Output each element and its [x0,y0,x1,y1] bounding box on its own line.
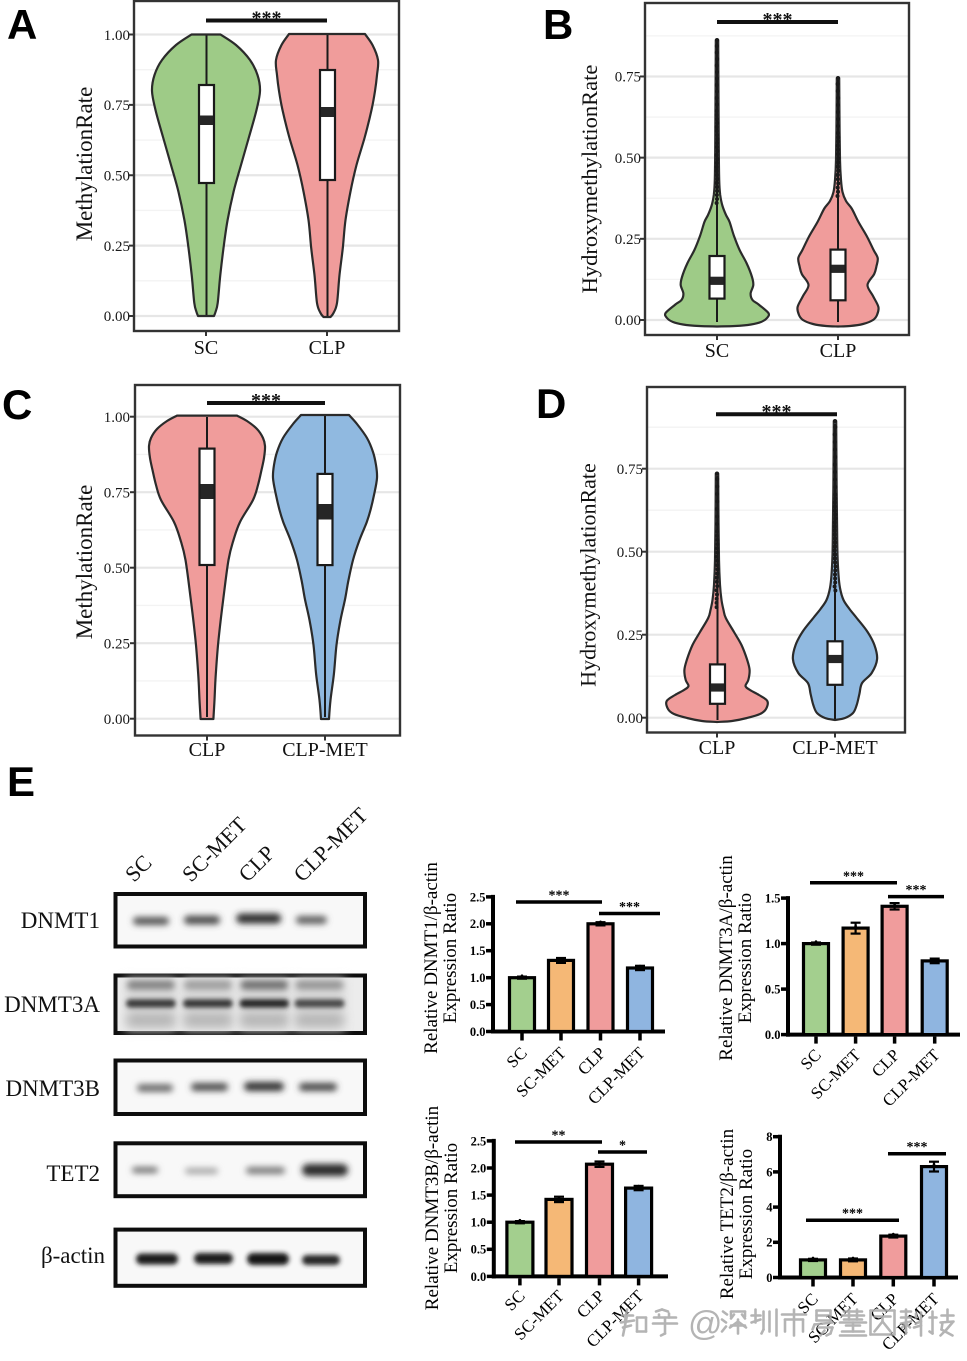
svg-text:0.25: 0.25 [104,637,130,653]
svg-text:C: C [2,381,32,428]
svg-text:0.75: 0.75 [104,486,130,502]
svg-text:4: 4 [766,1201,773,1215]
svg-text:DNMT3A: DNMT3A [4,992,100,1017]
svg-text:0.0: 0.0 [765,1028,781,1042]
svg-text:CLP-MET: CLP-MET [792,737,878,759]
svg-text:CLP: CLP [820,340,857,362]
svg-text:1.5: 1.5 [765,892,781,906]
svg-text:8: 8 [766,1130,772,1144]
svg-text:Expression Ratio: Expression Ratio [440,893,461,1023]
svg-text:0.0: 0.0 [470,1025,486,1039]
svg-text:TET2: TET2 [46,1161,100,1186]
svg-text:0.50: 0.50 [104,169,130,185]
svg-text:CLP-MET: CLP-MET [282,739,368,761]
svg-text:HydroxymethylationRate: HydroxymethylationRate [577,65,602,294]
svg-text:***: *** [549,889,570,904]
svg-text:0.25: 0.25 [615,232,641,248]
svg-text:0.5: 0.5 [765,983,781,997]
svg-text:MethylationRate: MethylationRate [72,87,97,242]
svg-text:CLP: CLP [699,737,736,759]
svg-text:0.25: 0.25 [617,628,643,644]
svg-text:E: E [7,758,35,805]
svg-text:1.0: 1.0 [470,971,486,985]
svg-text:1.0: 1.0 [471,1216,487,1230]
svg-text:SC: SC [194,337,218,359]
svg-text:*: * [619,1139,626,1154]
svg-text:0.00: 0.00 [617,711,643,727]
svg-text:SC: SC [705,340,729,362]
svg-text:0: 0 [766,1271,772,1285]
svg-text:***: *** [762,401,792,423]
svg-text:**: ** [552,1129,566,1144]
svg-text:Expression Ratio: Expression Ratio [735,893,756,1023]
svg-text:***: *** [843,869,864,884]
svg-text:β-actin: β-actin [41,1243,106,1268]
svg-text:***: *** [907,1140,928,1155]
svg-text:0.00: 0.00 [104,309,130,325]
svg-text:HydroxymethylationRate: HydroxymethylationRate [576,463,601,687]
svg-text:***: *** [251,390,281,412]
svg-text:0.0: 0.0 [471,1270,487,1284]
svg-text:Relative DNMT1/β-actin: Relative DNMT1/β-actin [421,862,442,1054]
svg-text:CLP: CLP [309,337,346,359]
svg-text:1.0: 1.0 [765,937,781,951]
svg-text:0.50: 0.50 [615,151,641,167]
svg-text:***: *** [906,883,927,898]
svg-text:0.00: 0.00 [615,313,641,329]
svg-text:***: *** [619,900,640,915]
svg-text:0.5: 0.5 [470,998,486,1012]
svg-text:CLP: CLP [189,739,226,761]
svg-text:***: *** [842,1207,863,1222]
svg-text:Expression Ratio: Expression Ratio [441,1143,462,1273]
svg-text:A: A [7,1,37,48]
svg-text:0.75: 0.75 [615,70,641,86]
svg-text:1.5: 1.5 [470,944,486,958]
svg-text:2: 2 [766,1236,772,1250]
svg-text:***: *** [763,9,793,31]
svg-text:@: @ [688,1305,723,1343]
svg-text:0.75: 0.75 [104,98,130,114]
svg-text:0.25: 0.25 [104,239,130,255]
svg-text:D: D [536,380,566,427]
svg-text:2.5: 2.5 [471,1134,487,1148]
svg-text:0.5: 0.5 [471,1243,487,1257]
svg-text:Relative DNMT3A/β-actin: Relative DNMT3A/β-actin [716,855,737,1061]
svg-text:2.0: 2.0 [471,1161,487,1175]
svg-text:0.50: 0.50 [617,545,643,561]
svg-text:DNMT3B: DNMT3B [5,1076,100,1101]
svg-text:0.00: 0.00 [104,712,130,728]
svg-text:***: *** [252,8,282,30]
svg-text:DNMT1: DNMT1 [21,908,100,933]
svg-text:B: B [543,1,573,48]
svg-text:2.0: 2.0 [470,917,486,931]
svg-text:6: 6 [766,1165,772,1179]
svg-text:MethylationRate: MethylationRate [72,485,97,640]
svg-text:Relative DNMT3B/β-actin: Relative DNMT3B/β-actin [422,1105,443,1310]
svg-text:Relative TET2/β-actin: Relative TET2/β-actin [717,1128,738,1299]
svg-text:2.5: 2.5 [470,890,486,904]
svg-text:1.5: 1.5 [471,1189,487,1203]
svg-text:0.75: 0.75 [617,462,643,478]
svg-text:1.00: 1.00 [104,28,130,44]
svg-text:Expression Ratio: Expression Ratio [736,1149,757,1279]
svg-text:0.50: 0.50 [104,561,130,577]
svg-text:1.00: 1.00 [104,410,130,426]
